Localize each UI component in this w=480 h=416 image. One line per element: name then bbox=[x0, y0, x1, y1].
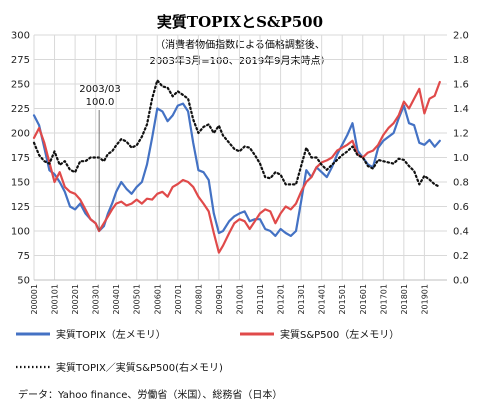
x-tick-label: 200101 bbox=[51, 284, 60, 315]
legend-sp500-label: 実質S&P500（左メモリ） bbox=[280, 328, 399, 341]
y-left-tick-label: 175 bbox=[11, 153, 30, 164]
x-tick-label: 201901 bbox=[420, 284, 429, 315]
series-line-ratio bbox=[32, 79, 441, 188]
x-tick-label: 201701 bbox=[379, 284, 388, 315]
x-tick-label: 201501 bbox=[338, 284, 347, 315]
x-tick-label: 201801 bbox=[400, 284, 409, 315]
y-left-tick-label: 50 bbox=[17, 276, 30, 287]
series-group bbox=[32, 79, 441, 254]
y-right-tick-label: 1.8 bbox=[453, 55, 469, 66]
y-left-tick-label: 125 bbox=[11, 202, 30, 213]
x-tick-label: 201401 bbox=[318, 284, 327, 315]
x-tick-label: 200401 bbox=[112, 284, 121, 315]
x-tick-label: 200901 bbox=[215, 284, 224, 315]
y-left-tick-label: 225 bbox=[11, 104, 30, 115]
x-tick-label: 201301 bbox=[297, 284, 306, 315]
chart-subtitle-line-1: （消費者物価指数による価格調整後、 bbox=[155, 38, 325, 51]
chart-title: 実質TOPIXとS&P500 bbox=[157, 13, 323, 31]
y-axis-right: 0.0 0.2 0.4 0.6 0.8 1.0 1.2 1.4 1.6 1.8 2.0 bbox=[453, 31, 469, 287]
y-right-tick-label: 0.4 bbox=[453, 227, 469, 238]
annotation-date: 2003/03 bbox=[79, 84, 121, 95]
x-tick-label: 200301 bbox=[92, 284, 101, 315]
source-note: データ：Yahoo finance、労働省（米国）、総務省（日本） bbox=[18, 388, 282, 401]
x-tick-label: 200701 bbox=[174, 284, 183, 315]
x-tick-label: 200001 bbox=[30, 284, 39, 315]
y-axis-left: 50 75 100 125 150 175 200 225 250 275 300 bbox=[11, 31, 30, 287]
x-tick-label: 200601 bbox=[153, 284, 162, 315]
x-tick-label: 200501 bbox=[133, 284, 142, 315]
y-right-tick-label: 0.6 bbox=[453, 202, 469, 213]
y-right-tick-label: 0.2 bbox=[453, 251, 469, 262]
series-line-sp500 bbox=[32, 80, 441, 254]
x-tick-label: 201201 bbox=[277, 284, 286, 315]
y-left-tick-label: 100 bbox=[11, 227, 30, 238]
legend: 実質TOPIX（左メモリ） 実質S&P500（左メモリ） 実質TOPIX／実質S… bbox=[16, 328, 399, 374]
legend-topix-label: 実質TOPIX（左メモリ） bbox=[56, 328, 166, 341]
y-right-tick-label: 1.6 bbox=[453, 80, 469, 91]
grid bbox=[33, 34, 447, 281]
y-right-tick-label: 1.4 bbox=[453, 104, 469, 115]
x-axis: 200001 200101 200201 200301 200401 200501 2006… bbox=[30, 284, 429, 315]
x-tick-label: 200201 bbox=[71, 284, 80, 315]
y-left-tick-label: 75 bbox=[17, 251, 30, 262]
y-right-tick-label: 1.2 bbox=[453, 129, 469, 140]
series-line-topix bbox=[32, 102, 441, 237]
y-right-tick-label: 1.0 bbox=[453, 153, 469, 164]
y-right-tick-label: 2.0 bbox=[453, 31, 469, 42]
legend-ratio-label: 実質TOPIX／実質S&P500(右メモリ) bbox=[56, 361, 223, 374]
y-right-tick-label: 0.8 bbox=[453, 178, 469, 189]
x-tick-label: 201101 bbox=[256, 284, 265, 315]
y-left-tick-label: 200 bbox=[11, 129, 30, 140]
x-tick-label: 200801 bbox=[194, 284, 203, 315]
y-left-tick-label: 275 bbox=[11, 55, 30, 66]
annotation-value: 100.0 bbox=[86, 97, 115, 108]
chart-subtitle-line-2: 2003年3月=100、2019年9月末時点） bbox=[149, 54, 330, 67]
y-left-tick-label: 150 bbox=[11, 178, 30, 189]
x-tick-label: 201601 bbox=[359, 284, 368, 315]
y-right-tick-label: 0.0 bbox=[453, 276, 469, 287]
x-tick-label: 201001 bbox=[235, 284, 244, 315]
y-left-tick-label: 250 bbox=[11, 80, 30, 91]
y-left-tick-label: 300 bbox=[11, 31, 30, 42]
